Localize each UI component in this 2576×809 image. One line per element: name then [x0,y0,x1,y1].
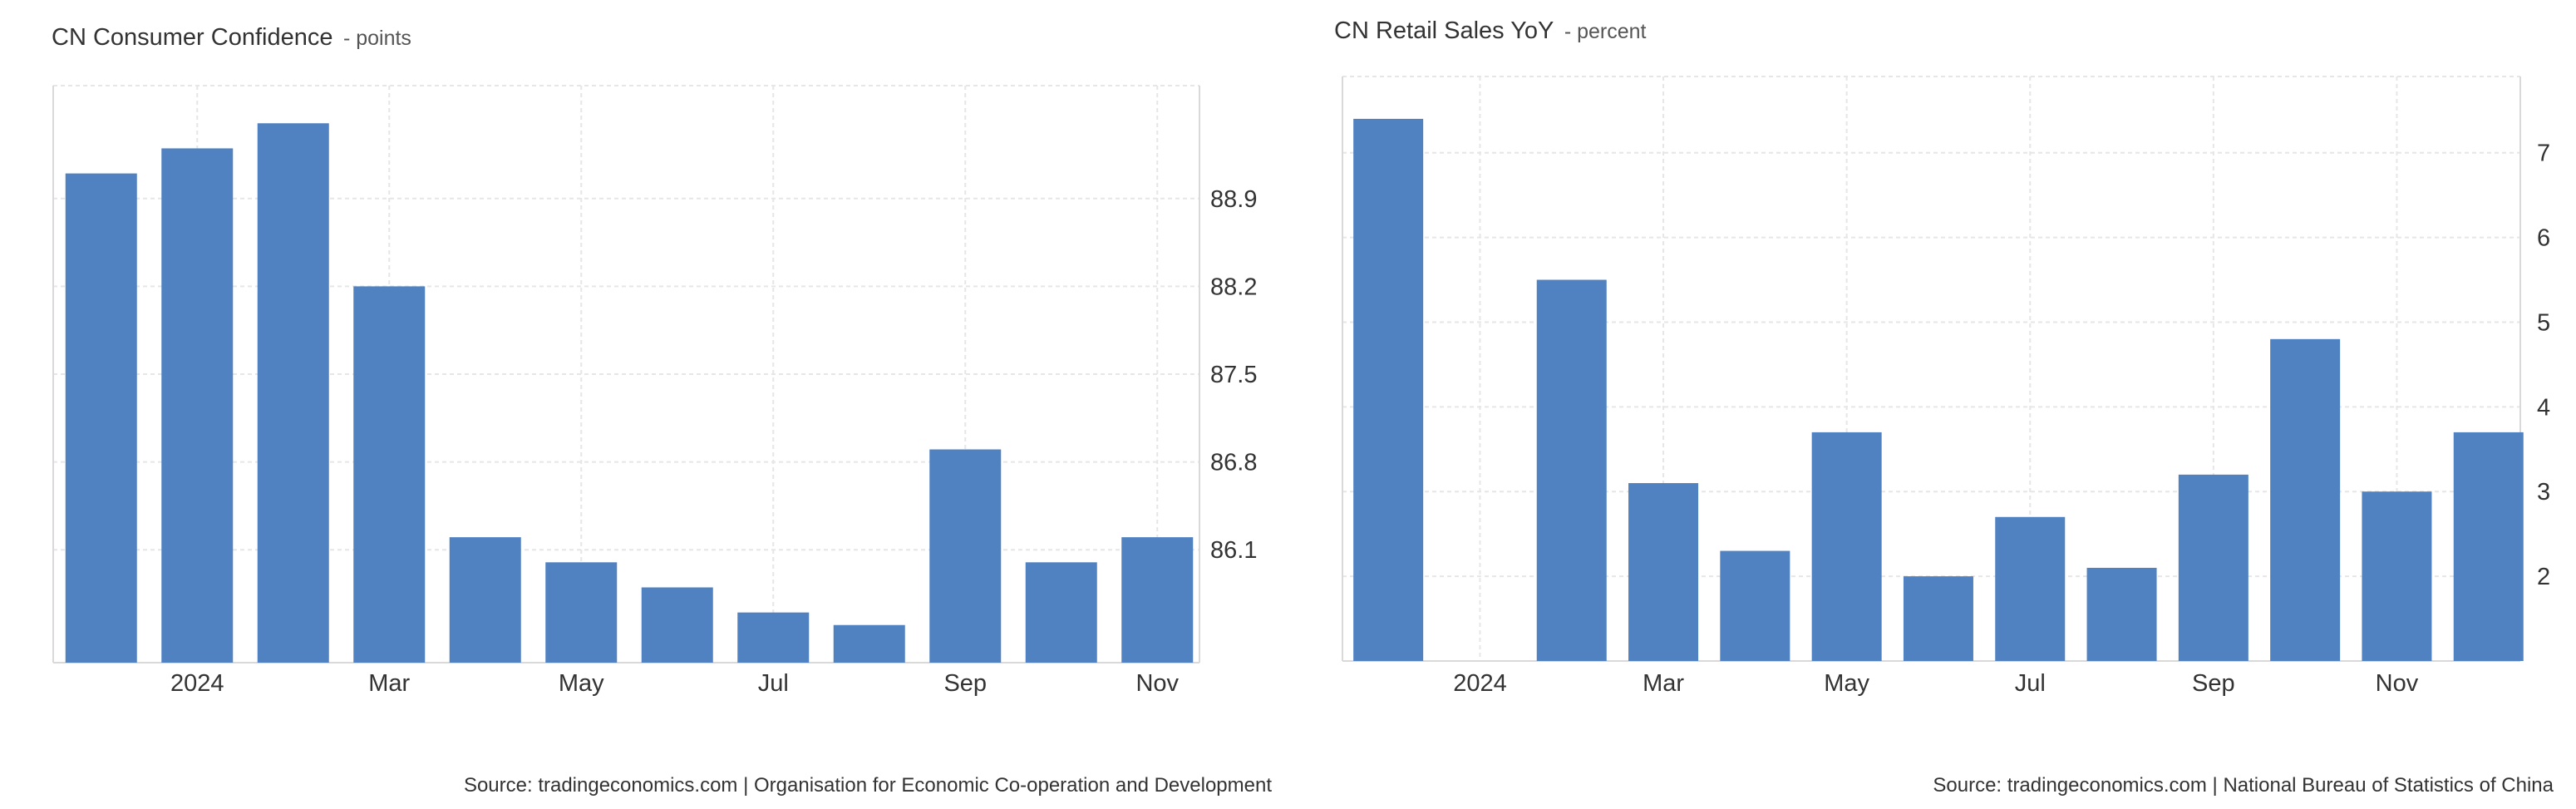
y-tick-label: 87.5 [1210,362,1257,388]
y-tick-label: 2 [2537,564,2550,590]
chart-2-title: CN Retail Sales YoY - percent [1334,17,1647,44]
bar-apr-2024 [449,537,521,663]
y-tick-label: 7 [2537,141,2550,167]
bar-oct-2024 [2270,338,2341,661]
x-tick-label: Mar [368,670,410,697]
chart-1-title: CN Consumer Confidence - points [52,24,411,51]
y-tick-label: 6 [2537,225,2550,252]
y-tick-label: 88.9 [1210,186,1257,213]
bar-oct-2024 [1025,562,1097,663]
bar-may-2024 [1811,432,1882,661]
bar-mar-2024 [1628,483,1699,661]
chart-1-bars [65,123,1194,663]
bar-may-2024 [545,562,618,663]
y-tick-label: 5 [2537,309,2550,336]
bar-jun-2024 [641,587,713,663]
x-tick-label: Jul [2015,670,2046,697]
x-tick-label: Jul [758,670,789,697]
x-tick-label: 2024 [1453,670,1507,697]
chart-2-gridlines [1342,76,2521,662]
bar-nov-2024 [1121,537,1194,663]
retail-sales-chart: CN Retail Sales YoY - percent 2 3 4 5 6 7 202… [1334,17,2554,797]
bar-aug-2024 [833,624,905,663]
bar-jul-2024 [737,612,810,663]
chart-1-y-axis: 86.1 86.8 87.5 88.2 88.9 [1210,186,1257,564]
x-tick-label: Nov [1135,670,1179,697]
chart-1-source: Source: tradingeconomics.com | Organisat… [464,774,1272,797]
bar-jan-2024 [161,148,234,663]
x-tick-label: May [1824,670,1869,697]
bar-dec-2023 [1353,118,1424,662]
bar-dec-2023 [65,173,137,663]
x-tick-label: Sep [2192,670,2235,697]
chart-2-source: Source: tradingeconomics.com | National … [1933,774,2554,797]
x-tick-label: Mar [1643,670,1684,697]
bar-sep-2024 [2178,474,2248,661]
bar-aug-2024 [2086,567,2157,661]
y-tick-label: 88.2 [1210,274,1257,300]
y-tick-label: 86.1 [1210,537,1257,564]
y-tick-label: 3 [2537,479,2550,506]
x-tick-label: 2024 [170,670,224,697]
chart-1-x-axis: 2024 Mar May Jul Sep Nov [170,670,1180,697]
bar-feb-2024 [1536,279,1607,661]
y-tick-label: 4 [2537,394,2550,421]
bar-feb-2024 [257,123,329,663]
y-tick-label: 86.8 [1210,450,1257,476]
consumer-confidence-chart: CN Consumer Confidence - points 86.1 86.8… [52,24,1272,797]
x-tick-label: Nov [2376,670,2419,697]
bar-nov-2024 [2362,491,2432,661]
x-tick-label: May [559,670,604,697]
chart-2-x-axis: 2024 Mar May Jul Sep Nov [1453,670,2419,697]
bar-apr-2024 [1720,550,1790,661]
bar-jul-2024 [1995,516,2066,661]
bar-dec-2024 [2453,432,2524,661]
bar-mar-2024 [353,286,426,663]
bar-sep-2024 [929,449,1002,663]
chart-2-y-axis: 2 3 4 5 6 7 [2537,141,2550,590]
bar-jun-2024 [1903,576,1973,661]
chart-2-bars [1353,118,2524,662]
x-tick-label: Sep [943,670,987,697]
